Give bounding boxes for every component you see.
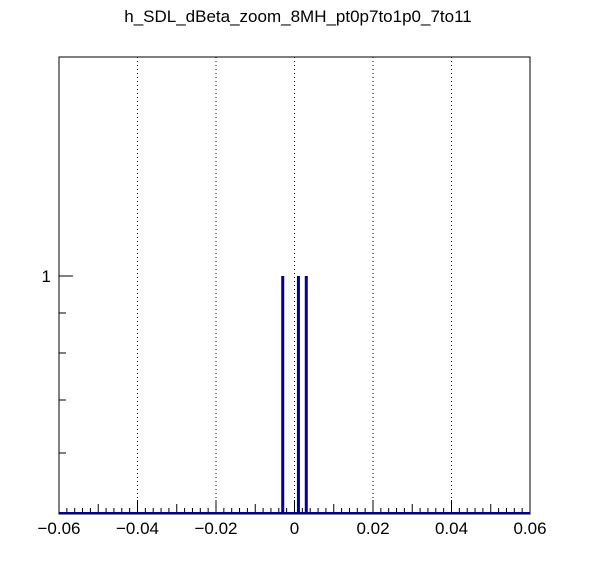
x-tick-label: −0.06 — [37, 519, 80, 538]
histogram-bars — [281, 276, 308, 514]
x-tick-labels: −0.06 −0.04 −0.02 0 0.02 0.04 0.06 — [37, 519, 546, 538]
y-tick-label-1: 1 — [42, 267, 51, 286]
x-tick-label: 0 — [290, 519, 299, 538]
histogram-bar — [304, 276, 308, 514]
x-tick-label: −0.02 — [194, 519, 237, 538]
x-tick-label: −0.04 — [116, 519, 159, 538]
x-tick-label: 0.06 — [513, 519, 546, 538]
chart-title: h_SDL_dBeta_zoom_8MH_pt0p7to1p0_7to11 — [124, 7, 472, 26]
grid-lines — [137, 57, 452, 514]
y-axis-ticks — [59, 275, 73, 454]
x-tick-label: 0.04 — [435, 519, 468, 538]
x-tick-label: 0.02 — [356, 519, 389, 538]
x-axis-ticks — [58, 500, 531, 514]
histogram-bar — [296, 276, 300, 514]
histogram-bar — [281, 276, 285, 514]
